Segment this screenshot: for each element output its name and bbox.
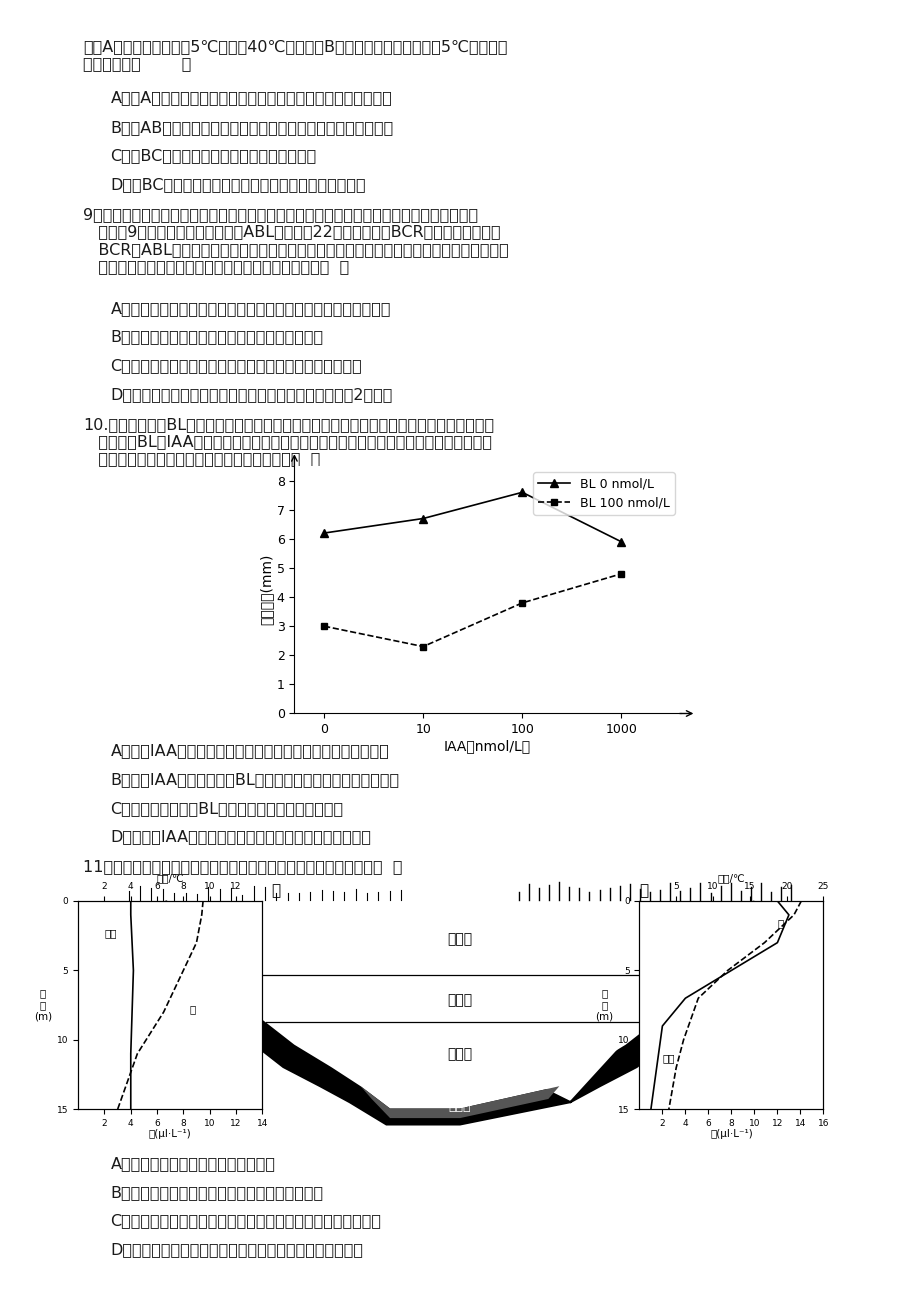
- Text: A．在A时刺环境温度变化时，人体体温调节的方式只有神经调节: A．在A时刺环境温度变化时，人体体温调节的方式只有神经调节: [110, 90, 391, 105]
- Text: 温度: 温度: [662, 1053, 675, 1062]
- BL 0 nmol/L: [615, 534, 626, 549]
- Text: 底泥层: 底泥层: [448, 1100, 471, 1113]
- X-axis label: 温度/℃: 温度/℃: [156, 872, 184, 883]
- Y-axis label: 水
深
(m): 水 深 (m): [595, 988, 613, 1022]
- X-axis label: 氧(μl·L⁻¹): 氧(μl·L⁻¹): [149, 1129, 191, 1139]
- Polygon shape: [180, 901, 739, 1108]
- Text: 氧: 氧: [777, 918, 783, 928]
- Text: 时刺A，所处环境温度〔5℃突升至40℃；在时刺B，所处环境温度又突降至5℃。下列说
法正确的是（        ）: 时刺A，所处环境温度〔5℃突升至40℃；在时刺B，所处环境温度又突降至5℃。下列…: [83, 39, 506, 72]
- Polygon shape: [165, 901, 754, 1125]
- Text: B．随着IAA浓度的增加，BL先抑制主根伸长，后促进主根伸长: B．随着IAA浓度的增加，BL先抑制主根伸长，后促进主根伸长: [110, 772, 399, 788]
- Text: 表水层: 表水层: [447, 932, 472, 947]
- Text: 夏: 夏: [639, 884, 648, 898]
- Text: 温度: 温度: [105, 928, 117, 937]
- Text: 10.油菜素内酯（BL）是植物体内一种重要的激素，被称为第六类植物激素。研究人员利用相
   应浓度的BL和IAA处理油菜萌发的种子，观察其对主根伸长的影响，结: 10.油菜素内酯（BL）是植物体内一种重要的激素，被称为第六类植物激素。研究人员…: [83, 417, 494, 466]
- Text: C．在BC段时间内，人体产热增加，散热减少: C．在BC段时间内，人体产热增加，散热减少: [110, 148, 316, 164]
- Text: D．高浓度IAA抑制主根生长可能与其促进乙烯的产生有关: D．高浓度IAA抑制主根生长可能与其促进乙烯的产生有关: [110, 829, 371, 845]
- Text: C．该实验不能证明BL对主根生长的作用具有两重性: C．该实验不能证明BL对主根生长的作用具有两重性: [110, 801, 343, 816]
- Y-axis label: 主根长度(mm): 主根长度(mm): [260, 555, 274, 625]
- Text: A．表水层是浮游生物活动的主要场所: A．表水层是浮游生物活动的主要场所: [110, 1156, 275, 1172]
- X-axis label: 温度/℃: 温度/℃: [717, 872, 744, 883]
- BL 0 nmol/L: [417, 510, 428, 526]
- Line: BL 0 nmol/L: BL 0 nmol/L: [320, 488, 625, 546]
- Text: B．在AB段时间内，因环境温度高于人体温度，所以人体不散热: B．在AB段时间内，因环境温度高于人体温度，所以人体不散热: [110, 120, 393, 135]
- Text: 斜温层: 斜温层: [447, 993, 472, 1006]
- BL 0 nmol/L: [516, 484, 528, 500]
- Text: A．原癒基因主要负责调节细胞周期，控制细胞生长和分裂的进程: A．原癒基因主要负责调节细胞周期，控制细胞生长和分裂的进程: [110, 301, 391, 316]
- Text: 静水层: 静水层: [447, 1047, 472, 1061]
- Text: B．植物残体的腐败和分解过程主要发生在底泥层: B．植物残体的腐败和分解过程主要发生在底泥层: [110, 1185, 323, 1200]
- Text: 9．电影《我不是药神》中涉及的慢性粒细胞白血病，是一种白细胞异常增多的恶性肿瘴。其
   病因是9号染色体上的原癒基因（ABL）插入到22号染色体上的BCR基因: 9．电影《我不是药神》中涉及的慢性粒细胞白血病，是一种白细胞异常增多的恶性肿瘴。…: [83, 207, 508, 275]
- X-axis label: 氧(μl·L⁻¹): 氧(μl·L⁻¹): [709, 1129, 752, 1139]
- BL 100 nmol/L: [615, 566, 626, 582]
- Text: C．表水层含氧量夏季比冬季高是由于夏季植物光合作用更旺盛: C．表水层含氧量夏季比冬季高是由于夏季植物光合作用更旺盛: [110, 1213, 381, 1229]
- Line: BL 100 nmol/L: BL 100 nmol/L: [321, 570, 624, 650]
- BL 100 nmol/L: [516, 595, 528, 611]
- Y-axis label: 水
深
(m): 水 深 (m): [34, 988, 52, 1022]
- Polygon shape: [360, 1086, 559, 1118]
- Text: 氧: 氧: [189, 1004, 196, 1014]
- Text: D．夏季氧气含量与水深成反比，与温度及光的穿透性有关: D．夏季氧气含量与水深成反比，与温度及光的穿透性有关: [110, 1242, 363, 1258]
- Text: A．单独IAA处理对主根伸长的影响是低浓度促进、高浓度抑制: A．单独IAA处理对主根伸长的影响是低浓度促进、高浓度抑制: [110, 743, 389, 759]
- Text: D．在BC段时间内，人体抗利尿激素分泌减少，尿量增加: D．在BC段时间内，人体抗利尿激素分泌减少，尿量增加: [110, 177, 366, 193]
- X-axis label: IAA（nmol/L）: IAA（nmol/L）: [444, 740, 530, 753]
- Text: B．患者骨髄中的造血干细胞增殖分化发生了异常: B．患者骨髄中的造血干细胞增殖分化发生了异常: [110, 329, 323, 345]
- Text: 冬: 冬: [271, 884, 280, 898]
- Text: 11．如图是一个北温带湖泊的垂直结构示意图，下列说法错误的是（  ）: 11．如图是一个北温带湖泊的垂直结构示意图，下列说法错误的是（ ）: [83, 859, 402, 875]
- BL 100 nmol/L: [318, 618, 329, 634]
- Text: C．造血干细胞分化为白细胞导致遗传信息的执行情况不同: C．造血干细胞分化为白细胞导致遗传信息的执行情况不同: [110, 358, 362, 374]
- BL 0 nmol/L: [318, 525, 329, 540]
- Text: D．「格列卫」可能含酪氨酸激酶的抗体而起到靶向治疗2的作用: D．「格列卫」可能含酪氨酸激酶的抗体而起到靶向治疗2的作用: [110, 387, 392, 402]
- Legend: BL 0 nmol/L, BL 100 nmol/L: BL 0 nmol/L, BL 100 nmol/L: [533, 473, 674, 514]
- BL 100 nmol/L: [417, 639, 428, 655]
